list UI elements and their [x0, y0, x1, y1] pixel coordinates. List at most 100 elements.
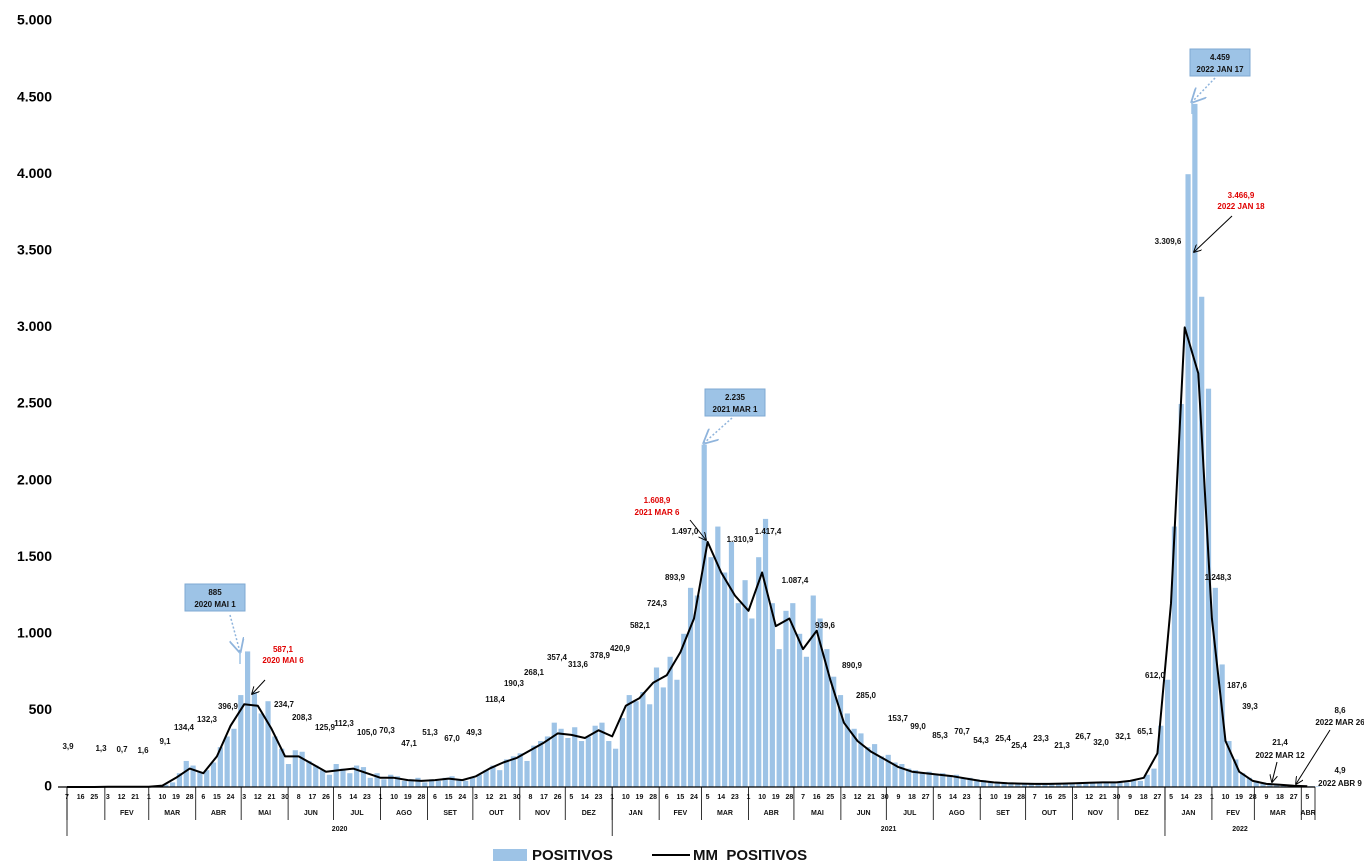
bar	[354, 765, 360, 787]
x-tick-label: 18	[1140, 794, 1148, 801]
bar	[279, 748, 285, 787]
bar	[265, 701, 271, 787]
bar	[613, 748, 619, 787]
bar	[735, 603, 741, 787]
x-tick-label: 10	[159, 794, 167, 801]
x-tick-label: 9	[1264, 794, 1268, 801]
bar	[204, 770, 210, 787]
point-label: 420,9	[610, 644, 631, 653]
month-label: JAN	[629, 810, 643, 817]
callout-arrow	[252, 679, 266, 694]
x-tick-label: 30	[1113, 794, 1121, 801]
bar	[170, 782, 176, 787]
bar	[906, 768, 912, 787]
x-tick-label: 24	[458, 794, 466, 801]
bar	[933, 774, 939, 787]
month-label: AGO	[396, 810, 413, 817]
x-tick-label: 10	[390, 794, 398, 801]
month-label: SET	[996, 810, 1010, 817]
x-tick-label: 3	[242, 794, 246, 801]
x-tick-label: 5	[1169, 794, 1173, 801]
bar	[817, 618, 823, 787]
bar	[531, 745, 537, 787]
bar	[1199, 296, 1205, 787]
x-tick-label: 27	[1154, 794, 1162, 801]
callout-value: 3.466,9	[1228, 191, 1255, 200]
bar	[633, 701, 639, 787]
x-tick-label: 27	[1290, 794, 1298, 801]
x-tick-label: 19	[172, 794, 180, 801]
callout-value: 885	[208, 588, 222, 597]
callout-arrow	[1192, 77, 1216, 102]
point-label: 25,4	[1011, 741, 1027, 750]
bar	[1137, 780, 1143, 787]
bar	[422, 782, 428, 787]
bar	[1055, 783, 1062, 787]
bar	[326, 774, 332, 787]
bar	[360, 767, 367, 787]
x-tick-label: 25	[90, 794, 98, 801]
point-label: 1.417,4	[755, 527, 782, 536]
month-label: DEZ	[582, 810, 597, 817]
callout-value: 8,6	[1334, 706, 1346, 715]
x-tick-label: 12	[118, 794, 126, 801]
month-label: OUT	[489, 810, 505, 817]
month-label: AGO	[949, 810, 966, 817]
month-label: FEV	[674, 810, 688, 817]
bar	[510, 756, 516, 787]
x-tick-label: 3	[474, 794, 478, 801]
bar	[163, 784, 169, 787]
bar	[694, 595, 700, 787]
bar	[183, 760, 189, 787]
legend-label: POSITIVOS	[532, 847, 613, 863]
bar	[1246, 777, 1253, 787]
x-tick-label: 16	[813, 794, 821, 801]
bar	[1178, 404, 1184, 787]
bar	[258, 713, 264, 787]
bar	[381, 779, 387, 787]
year-label: 2020	[332, 826, 348, 833]
month-label: NOV	[1088, 810, 1104, 817]
bar	[429, 779, 435, 787]
x-tick-label: 28	[417, 794, 425, 801]
bar	[313, 765, 319, 787]
x-tick-label: 7	[801, 794, 805, 801]
bar	[871, 744, 878, 787]
bar	[1144, 774, 1150, 787]
x-tick-label: 21	[499, 794, 507, 801]
bar	[176, 773, 183, 787]
bar	[912, 770, 919, 787]
bar	[776, 649, 782, 787]
month-label: ABR	[211, 810, 226, 817]
month-label: JUL	[903, 810, 917, 817]
point-label: 234,7	[274, 700, 295, 709]
callout-value: 4,9	[1334, 766, 1346, 775]
bar	[1219, 664, 1225, 787]
bar	[1171, 526, 1178, 787]
bar	[1008, 782, 1014, 787]
year-label: 2022	[1232, 826, 1248, 833]
x-tick-label: 28	[785, 794, 793, 801]
x-tick-label: 8	[528, 794, 532, 801]
x-tick-label: 21	[867, 794, 875, 801]
bar	[197, 771, 203, 787]
x-tick-label: 28	[1017, 794, 1025, 801]
point-label: 378,9	[590, 651, 611, 660]
x-tick-label: 14	[349, 794, 357, 801]
legend-swatch	[493, 849, 527, 861]
bar	[1090, 782, 1096, 787]
bar	[224, 736, 230, 787]
x-tick-label: 8	[297, 794, 301, 801]
bar	[1096, 783, 1103, 787]
bar	[1103, 781, 1109, 787]
x-tick-label: 10	[758, 794, 766, 801]
bar	[578, 741, 585, 787]
point-label: 396,9	[218, 702, 239, 711]
callout-arrow	[230, 614, 240, 652]
x-tick-label: 10	[990, 794, 998, 801]
x-tick-label: 7	[1033, 794, 1037, 801]
point-label: 612,0	[1145, 671, 1166, 680]
bar	[449, 776, 455, 787]
bar	[1239, 773, 1246, 787]
bar	[762, 518, 769, 787]
